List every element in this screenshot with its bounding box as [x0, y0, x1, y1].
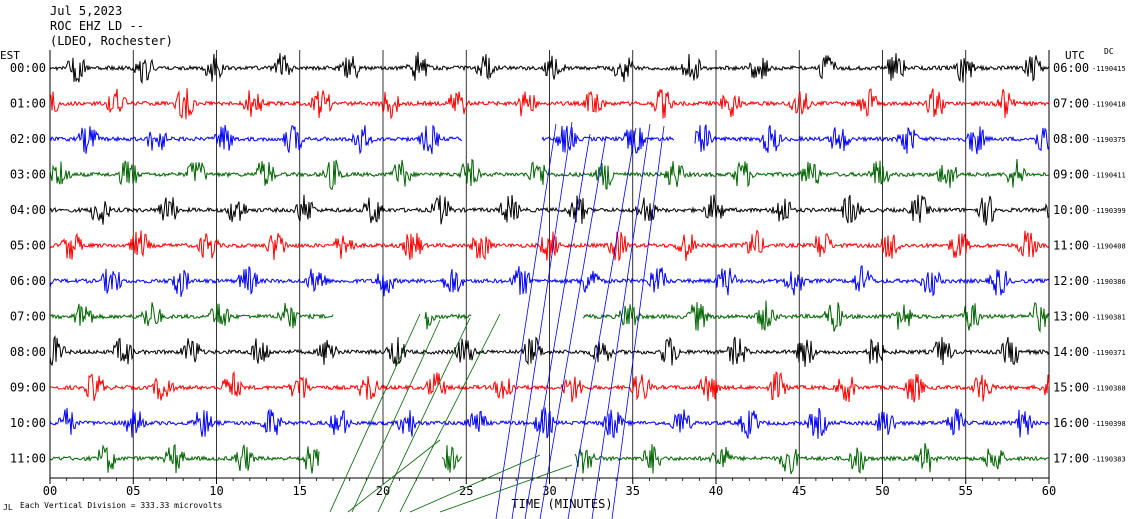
dc-offset-label: -1190386 [1092, 278, 1126, 286]
dc-offset-label: -1190418 [1092, 101, 1126, 109]
seismic-trace [49, 335, 1050, 367]
dc-offset-label: -1190383 [1092, 456, 1126, 464]
dc-offset-label: -1190415 [1092, 65, 1126, 73]
spike-line [591, 123, 651, 519]
dc-offset-label: -1190381 [1092, 314, 1126, 322]
seismic-trace [49, 88, 1050, 120]
seismic-trace [49, 370, 1050, 403]
est-row-label: 02:00 [10, 132, 46, 146]
est-row-label: 10:00 [10, 416, 46, 430]
x-tick-label: 30 [542, 484, 556, 498]
utc-row-label: 17:00 [1053, 452, 1089, 466]
dc-corner-label: DC [1104, 47, 1114, 56]
spike-line [347, 439, 441, 513]
seismic-trace [49, 443, 1050, 475]
est-row-label: 08:00 [10, 345, 46, 359]
utc-row-label: 11:00 [1053, 239, 1089, 253]
x-tick-label: 60 [1042, 484, 1056, 498]
x-tick-label: 45 [792, 484, 806, 498]
seismic-trace [49, 300, 1050, 333]
dc-offset-label: -1190408 [1092, 243, 1126, 251]
utc-row-label: 08:00 [1053, 132, 1089, 146]
x-tick-label: 35 [626, 484, 640, 498]
spike-line [495, 123, 557, 519]
dc-offset-label: -1190398 [1092, 420, 1126, 428]
seismic-trace [49, 124, 1050, 155]
chart-date: Jul 5,2023 [50, 4, 123, 18]
spike-line [611, 125, 665, 519]
x-tick-label: 15 [293, 484, 307, 498]
est-row-label: 01:00 [10, 97, 46, 111]
chart-network: (LDEO, Rochester) [50, 34, 173, 48]
est-row-label: 05:00 [10, 239, 46, 253]
est-row-label: 11:00 [10, 452, 46, 466]
chart-station: ROC EHZ LD -- [50, 19, 144, 33]
scale-note: Each Vertical Division = 333.33 microvol… [20, 501, 223, 510]
est-corner-label: EST [0, 49, 20, 62]
seismic-trace [49, 51, 1050, 85]
utc-row-label: 06:00 [1053, 61, 1089, 75]
utc-row-label: 09:00 [1053, 168, 1089, 182]
seismic-trace [49, 158, 1050, 191]
spike-line [329, 313, 421, 513]
x-tick-label: 05 [126, 484, 140, 498]
spike-line [524, 133, 591, 519]
footer-mark: JL [3, 503, 13, 512]
utc-corner-label: UTC [1065, 49, 1085, 62]
seismic-trace [49, 194, 1050, 226]
x-tick-label: 50 [875, 484, 889, 498]
x-tick-label: 40 [709, 484, 723, 498]
x-tick-label: 10 [209, 484, 223, 498]
dc-offset-label: -1190411 [1092, 172, 1126, 180]
x-tick-label: 55 [959, 484, 973, 498]
spike-line [439, 464, 573, 513]
utc-row-label: 12:00 [1053, 274, 1089, 288]
dc-offset-label: -1190371 [1092, 349, 1126, 357]
utc-row-label: 14:00 [1053, 345, 1089, 359]
spike-line [567, 127, 637, 519]
utc-row-label: 10:00 [1053, 203, 1089, 217]
est-row-label: 09:00 [10, 381, 46, 395]
spike-line [409, 454, 541, 513]
dc-offset-label: -1190399 [1092, 207, 1126, 215]
x-tick-label: 25 [459, 484, 473, 498]
x-tick-label: 00 [43, 484, 57, 498]
est-row-label: 00:00 [10, 61, 46, 75]
utc-row-label: 15:00 [1053, 381, 1089, 395]
dc-offset-label: -1190388 [1092, 385, 1126, 393]
dc-offset-label: -1190375 [1092, 136, 1126, 144]
utc-row-label: 07:00 [1053, 97, 1089, 111]
est-row-label: 04:00 [10, 203, 46, 217]
spike-line [539, 135, 607, 519]
est-row-label: 07:00 [10, 310, 46, 324]
spike-line [511, 121, 573, 519]
x-axis-label: TIME (MINUTES) [511, 497, 612, 511]
seismic-trace [49, 407, 1050, 439]
utc-row-label: 16:00 [1053, 416, 1089, 430]
seismic-trace [49, 229, 1050, 262]
est-row-label: 03:00 [10, 168, 46, 182]
seismic-trace [49, 264, 1050, 297]
spike-line [377, 317, 471, 513]
est-row-label: 06:00 [10, 274, 46, 288]
spike-line [351, 319, 441, 513]
spike-line [399, 313, 501, 513]
utc-row-label: 13:00 [1053, 310, 1089, 324]
